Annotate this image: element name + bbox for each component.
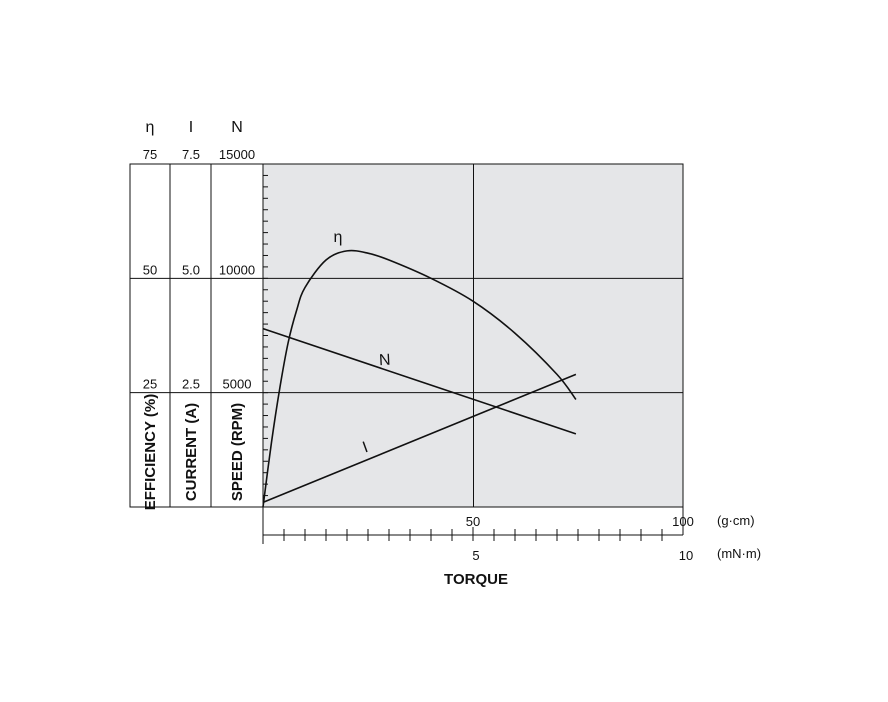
y-tick-label: 75 [143,147,157,162]
y-tick-label: 5.0 [182,262,200,277]
series-speed-line [262,327,577,435]
curve-label-speed: N [379,352,391,370]
curve-label-efficiency: η [334,229,343,246]
y-tick-label: 50 [143,262,157,277]
y-tick-label: 10000 [219,262,255,277]
series-efficiency-line [262,249,577,508]
chart-labels: η 75 50 25 EFFICIENCY (%) I 7.5 5.0 2.5 CURRENT (… [142,119,761,588]
y-tick-label: 15000 [219,147,255,162]
y-axis-title-3: SPEED (RPM) [229,403,246,501]
x-tick-label-mnm: 5 [472,548,479,563]
y-axis-symbol-1: η [146,119,155,136]
y-tick-label: 5000 [223,377,252,392]
y-tick-label: 7.5 [182,147,200,162]
series-current-line [262,373,577,504]
x-axis-ticks [262,507,684,544]
horizontal-grid-lines [130,277,683,394]
x-tick-label-gcm: 50 [466,514,480,529]
x-tick-label-gcm: 100 [672,514,694,529]
x-axis-unit-mnm: (mN·m) [717,546,761,561]
x-tick-label-mnm: 10 [679,548,693,563]
data-series [262,249,577,508]
y-axis-title-2: CURRENT (A) [183,403,200,501]
y-tick-label: 25 [143,377,157,392]
y-axis-title-1: EFFICIENCY (%) [142,394,159,510]
y-axis-symbol-2: I [189,119,193,136]
x-axis-title: TORQUE [444,571,508,588]
x-axis-unit-gcm: (g·cm) [717,513,755,528]
curve-label-current: I [360,439,370,456]
y-axis-symbol-3: N [231,119,243,136]
y-tick-label: 2.5 [182,377,200,392]
